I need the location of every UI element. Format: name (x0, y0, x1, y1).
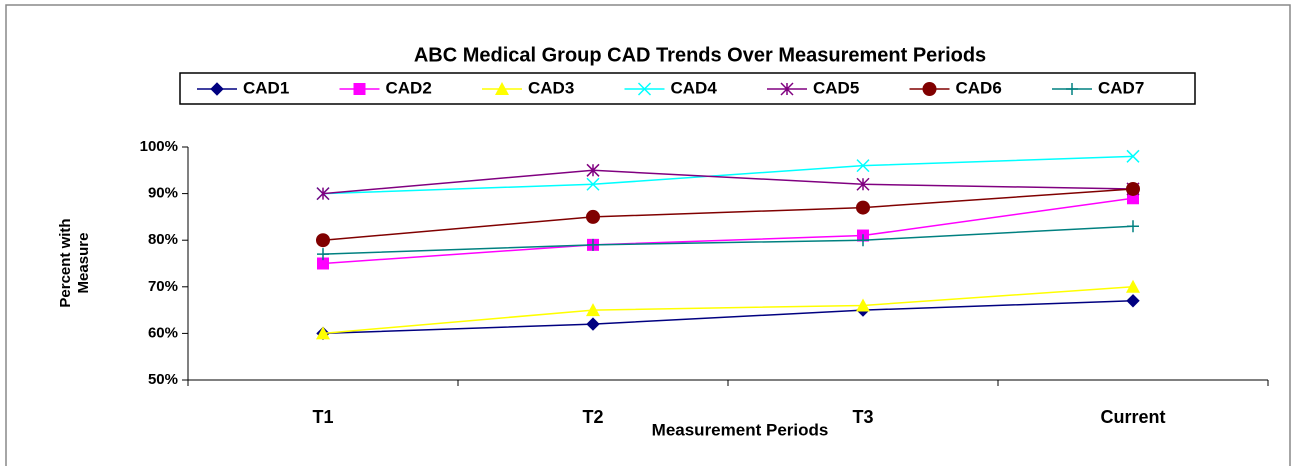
data-point (857, 234, 869, 247)
data-point (1127, 220, 1139, 233)
series-line (322, 155, 1134, 195)
data-point (856, 298, 870, 312)
data-point (1126, 279, 1140, 293)
series-line (322, 188, 1134, 241)
data-point (316, 326, 330, 340)
data-point (1126, 181, 1140, 196)
data-point (586, 209, 600, 224)
data-point (1126, 149, 1140, 163)
y-tick-label: 90% (148, 185, 178, 202)
chart-title: ABC Medical Group CAD Trends Over Measur… (414, 44, 986, 66)
data-point (856, 177, 870, 191)
legend-marker (210, 82, 224, 96)
legend-marker (637, 82, 652, 96)
x-tick-label: Current (1100, 407, 1165, 427)
legend-label: CAD1 (243, 78, 289, 97)
x-tick-label: T3 (852, 407, 873, 427)
series-line (322, 225, 1134, 255)
legend-marker (353, 83, 366, 95)
series-line (322, 286, 1134, 335)
y-tick-label: 100% (140, 138, 178, 155)
y-tick-label: 60% (148, 324, 178, 341)
x-tick-label: T2 (582, 407, 603, 427)
data-point (856, 200, 870, 215)
y-tick-label: 70% (148, 278, 178, 295)
data-point (316, 233, 330, 248)
x-tick-label: T1 (312, 407, 333, 427)
data-point (586, 317, 600, 331)
data-point (587, 238, 599, 251)
y-axis-label: Percent withMeasure (57, 218, 92, 307)
legend-label: CAD5 (813, 78, 859, 97)
data-point (586, 303, 600, 317)
series-line (322, 300, 1134, 335)
legend-marker (922, 82, 937, 96)
data-point (317, 248, 329, 261)
x-axis-label: Measurement Periods (652, 420, 829, 439)
data-point (1126, 294, 1140, 308)
legend-label: CAD4 (671, 78, 718, 97)
legend-label: CAD7 (1098, 78, 1144, 97)
y-tick-label: 50% (148, 371, 178, 388)
data-point (856, 159, 870, 173)
legend-label: CAD6 (956, 78, 1002, 97)
legend-marker (1066, 83, 1078, 95)
legend-label: CAD3 (528, 78, 574, 97)
legend-marker (495, 82, 509, 95)
legend-label: CAD2 (386, 78, 432, 97)
data-point (317, 257, 329, 270)
legend-marker (780, 82, 794, 96)
y-tick-label: 80% (148, 231, 178, 248)
series-line (322, 169, 1134, 195)
data-point (586, 163, 600, 177)
data-point (316, 187, 330, 201)
data-point (586, 177, 600, 191)
series-line (322, 197, 1134, 265)
